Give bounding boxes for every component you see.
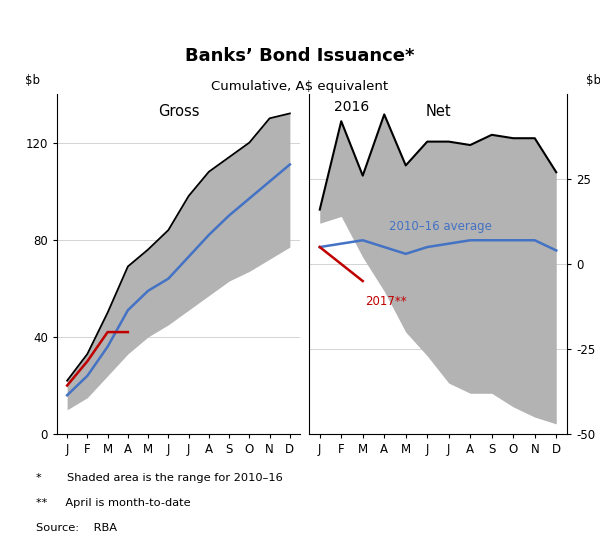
Text: $b: $b <box>586 74 600 87</box>
Text: Gross: Gross <box>158 104 199 119</box>
Text: 2010–16 average: 2010–16 average <box>389 221 491 233</box>
Text: $b: $b <box>25 74 40 87</box>
Text: 2016: 2016 <box>334 101 370 114</box>
Text: *       Shaded area is the range for 2010–16: * Shaded area is the range for 2010–16 <box>36 473 283 483</box>
Text: **     April is month-to-date: ** April is month-to-date <box>36 498 191 508</box>
Text: Source:    RBA: Source: RBA <box>36 523 117 533</box>
Text: Banks’ Bond Issuance*: Banks’ Bond Issuance* <box>185 47 415 65</box>
Text: Net: Net <box>425 104 451 119</box>
Text: Cumulative, A$ equivalent: Cumulative, A$ equivalent <box>211 80 389 93</box>
Text: 2017**: 2017** <box>365 295 407 307</box>
